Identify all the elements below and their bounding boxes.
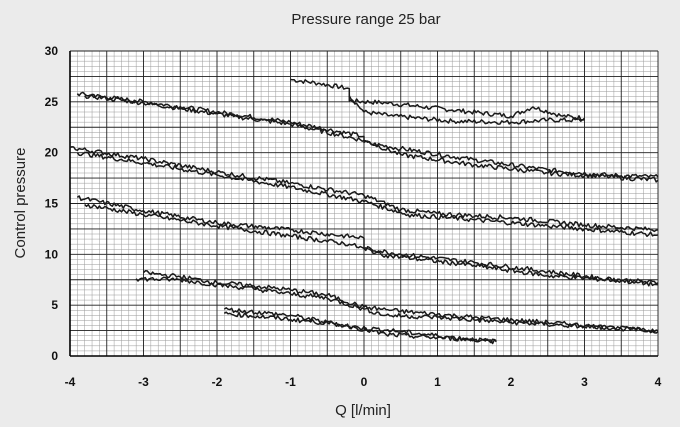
y-tick-label: 25 (45, 95, 59, 109)
chart-title: Pressure range 25 bar (291, 11, 440, 28)
series-line-10 (135, 276, 659, 334)
x-axis-label: Q [l/min] (335, 402, 391, 419)
y-axis-label: Control pressure (12, 148, 29, 259)
y-tick-label: 0 (51, 349, 58, 363)
y-tick-label: 5 (51, 298, 58, 312)
series-line-5 (69, 146, 659, 233)
x-tick-label: 2 (508, 375, 515, 389)
plot-area (69, 50, 659, 357)
x-tick-label: -1 (285, 375, 296, 389)
x-tick-label: 1 (434, 375, 441, 389)
y-tick-label: 20 (45, 146, 59, 160)
x-tick-label: -3 (138, 375, 149, 389)
series-line-4 (84, 93, 659, 183)
series-line-12 (223, 311, 497, 344)
series-line-8 (84, 203, 659, 287)
x-tick-label: -2 (212, 375, 223, 389)
y-tick-label: 10 (45, 247, 59, 261)
y-tick-label: 30 (45, 44, 59, 58)
x-tick-label: -4 (65, 375, 76, 389)
tick-labels: -4 -3 -2 -1 0 1 2 3 4 0 5 10 15 20 25 30 (45, 44, 662, 389)
y-tick-label: 15 (45, 197, 59, 211)
x-tick-label: 0 (361, 375, 368, 389)
series-line-6 (76, 151, 659, 238)
x-tick-label: 4 (655, 375, 662, 389)
x-tick-label: 3 (581, 375, 588, 389)
series-line-11 (223, 307, 497, 345)
series-line-2 (348, 95, 585, 125)
series-line-1 (290, 78, 586, 121)
series-line-9 (142, 270, 659, 334)
